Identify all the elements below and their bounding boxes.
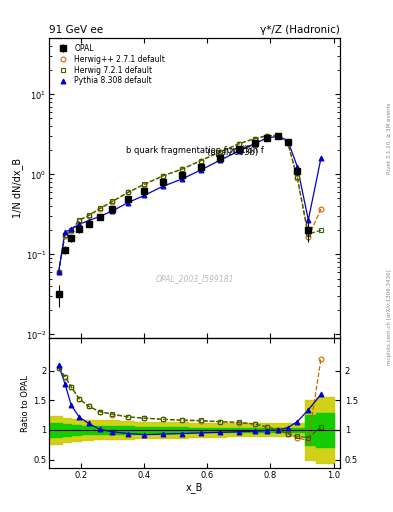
Text: weak: weak <box>242 144 259 149</box>
Herwig 7.2.1 default <box>126 189 130 195</box>
Pythia 8.308 default <box>62 229 67 235</box>
Herwig 7.2.1 default <box>319 227 323 233</box>
Pythia 8.308 default <box>69 226 73 232</box>
Line: Herwig++ 2.7.1 default: Herwig++ 2.7.1 default <box>56 133 323 274</box>
Herwig++ 2.7.1 default <box>198 158 203 164</box>
Herwig++ 2.7.1 default <box>276 133 281 139</box>
Pythia 8.308 default <box>126 200 130 206</box>
Herwig 7.2.1 default <box>285 140 290 146</box>
Pythia 8.308 default <box>110 208 115 214</box>
Pythia 8.308 default <box>217 157 222 163</box>
Pythia 8.308 default <box>306 217 311 223</box>
Herwig++ 2.7.1 default <box>56 269 61 275</box>
Herwig++ 2.7.1 default <box>217 149 222 155</box>
Herwig 7.2.1 default <box>77 217 81 223</box>
Text: mcplots.cern.ch [arXiv:1306.3436]: mcplots.cern.ch [arXiv:1306.3436] <box>387 270 392 365</box>
Pythia 8.308 default <box>198 167 203 173</box>
Herwig 7.2.1 default <box>265 133 270 139</box>
Herwig++ 2.7.1 default <box>110 199 115 205</box>
Herwig++ 2.7.1 default <box>265 133 270 139</box>
Herwig 7.2.1 default <box>237 141 241 147</box>
Herwig++ 2.7.1 default <box>237 141 241 147</box>
Herwig 7.2.1 default <box>252 136 257 142</box>
Herwig 7.2.1 default <box>86 212 91 219</box>
Herwig++ 2.7.1 default <box>180 166 184 173</box>
Herwig++ 2.7.1 default <box>86 212 91 219</box>
Herwig++ 2.7.1 default <box>161 173 165 179</box>
Herwig++ 2.7.1 default <box>306 234 311 240</box>
Pythia 8.308 default <box>319 155 323 161</box>
Text: OPAL_2003_I599181: OPAL_2003_I599181 <box>155 274 234 283</box>
Herwig 7.2.1 default <box>198 158 203 164</box>
Pythia 8.308 default <box>180 176 184 182</box>
Herwig++ 2.7.1 default <box>141 182 146 188</box>
Herwig 7.2.1 default <box>97 205 102 211</box>
Herwig++ 2.7.1 default <box>62 233 67 239</box>
Pythia 8.308 default <box>56 269 61 275</box>
Herwig 7.2.1 default <box>62 232 67 238</box>
Pythia 8.308 default <box>285 137 290 143</box>
Pythia 8.308 default <box>97 214 102 220</box>
Herwig++ 2.7.1 default <box>126 189 130 196</box>
Herwig 7.2.1 default <box>180 166 184 172</box>
Text: γ*/Z (Hadronic): γ*/Z (Hadronic) <box>260 25 340 35</box>
Herwig++ 2.7.1 default <box>319 206 323 212</box>
Herwig 7.2.1 default <box>295 174 299 180</box>
Pythia 8.308 default <box>276 133 281 139</box>
Pythia 8.308 default <box>86 218 91 224</box>
Herwig 7.2.1 default <box>69 227 73 233</box>
Pythia 8.308 default <box>237 148 241 154</box>
Pythia 8.308 default <box>161 183 165 189</box>
Herwig++ 2.7.1 default <box>295 175 299 181</box>
Pythia 8.308 default <box>295 163 299 169</box>
Pythia 8.308 default <box>141 193 146 199</box>
Text: (opal2003b): (opal2003b) <box>131 148 258 157</box>
Herwig++ 2.7.1 default <box>77 218 81 224</box>
Herwig++ 2.7.1 default <box>97 206 102 212</box>
Herwig++ 2.7.1 default <box>69 228 73 234</box>
Herwig 7.2.1 default <box>276 132 281 138</box>
Pythia 8.308 default <box>77 221 81 227</box>
Line: Pythia 8.308 default: Pythia 8.308 default <box>56 134 323 274</box>
Herwig++ 2.7.1 default <box>252 136 257 142</box>
Herwig 7.2.1 default <box>141 181 146 187</box>
Text: b quark fragmentation function f: b quark fragmentation function f <box>126 146 263 155</box>
X-axis label: x_B: x_B <box>186 482 203 493</box>
Herwig 7.2.1 default <box>306 231 311 237</box>
Herwig 7.2.1 default <box>217 149 222 155</box>
Text: Rivet 3.1.10, ≥ 3M events: Rivet 3.1.10, ≥ 3M events <box>387 102 392 174</box>
Text: 91 GeV ee: 91 GeV ee <box>49 25 103 35</box>
Herwig 7.2.1 default <box>56 269 61 275</box>
Y-axis label: Ratio to OPAL: Ratio to OPAL <box>22 375 30 432</box>
Herwig 7.2.1 default <box>161 173 165 179</box>
Pythia 8.308 default <box>265 135 270 141</box>
Y-axis label: 1/N dN/dx_B: 1/N dN/dx_B <box>12 158 23 218</box>
Pythia 8.308 default <box>252 140 257 146</box>
Line: Herwig 7.2.1 default: Herwig 7.2.1 default <box>56 133 323 274</box>
Herwig 7.2.1 default <box>110 198 115 204</box>
Herwig++ 2.7.1 default <box>285 140 290 146</box>
Legend: OPAL, Herwig++ 2.7.1 default, Herwig 7.2.1 default, Pythia 8.308 default: OPAL, Herwig++ 2.7.1 default, Herwig 7.2… <box>53 42 167 87</box>
